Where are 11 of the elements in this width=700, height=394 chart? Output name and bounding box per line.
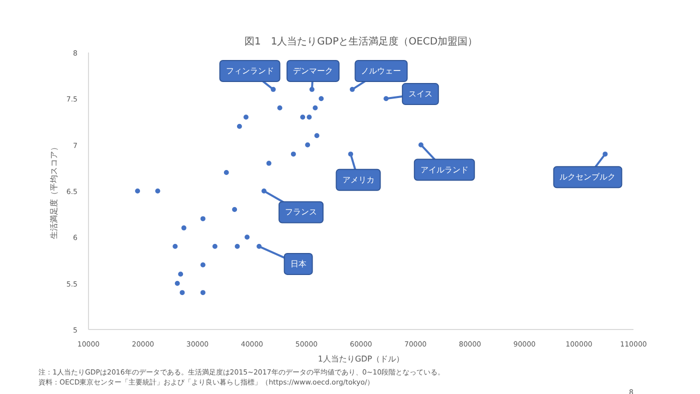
annotation: 日本 xyxy=(290,259,306,268)
x-axis-title: 1人当たりGDP（ドル） xyxy=(318,354,404,364)
chart-title: 図1 1人当たりGDPと生活満足度（OECD加盟国） xyxy=(244,36,478,48)
annotation: ルクセンブルク xyxy=(560,172,616,182)
annotation: アメリカ xyxy=(342,175,374,184)
y-axis-title: 生活満足度（平均スコア） xyxy=(49,143,58,239)
annotation: スイス xyxy=(408,90,432,99)
annotation: ノルウェー xyxy=(361,66,402,76)
annotation: デンマーク xyxy=(293,66,334,76)
annotation: フランス xyxy=(285,208,318,217)
annotation: アイルランド xyxy=(420,165,468,174)
